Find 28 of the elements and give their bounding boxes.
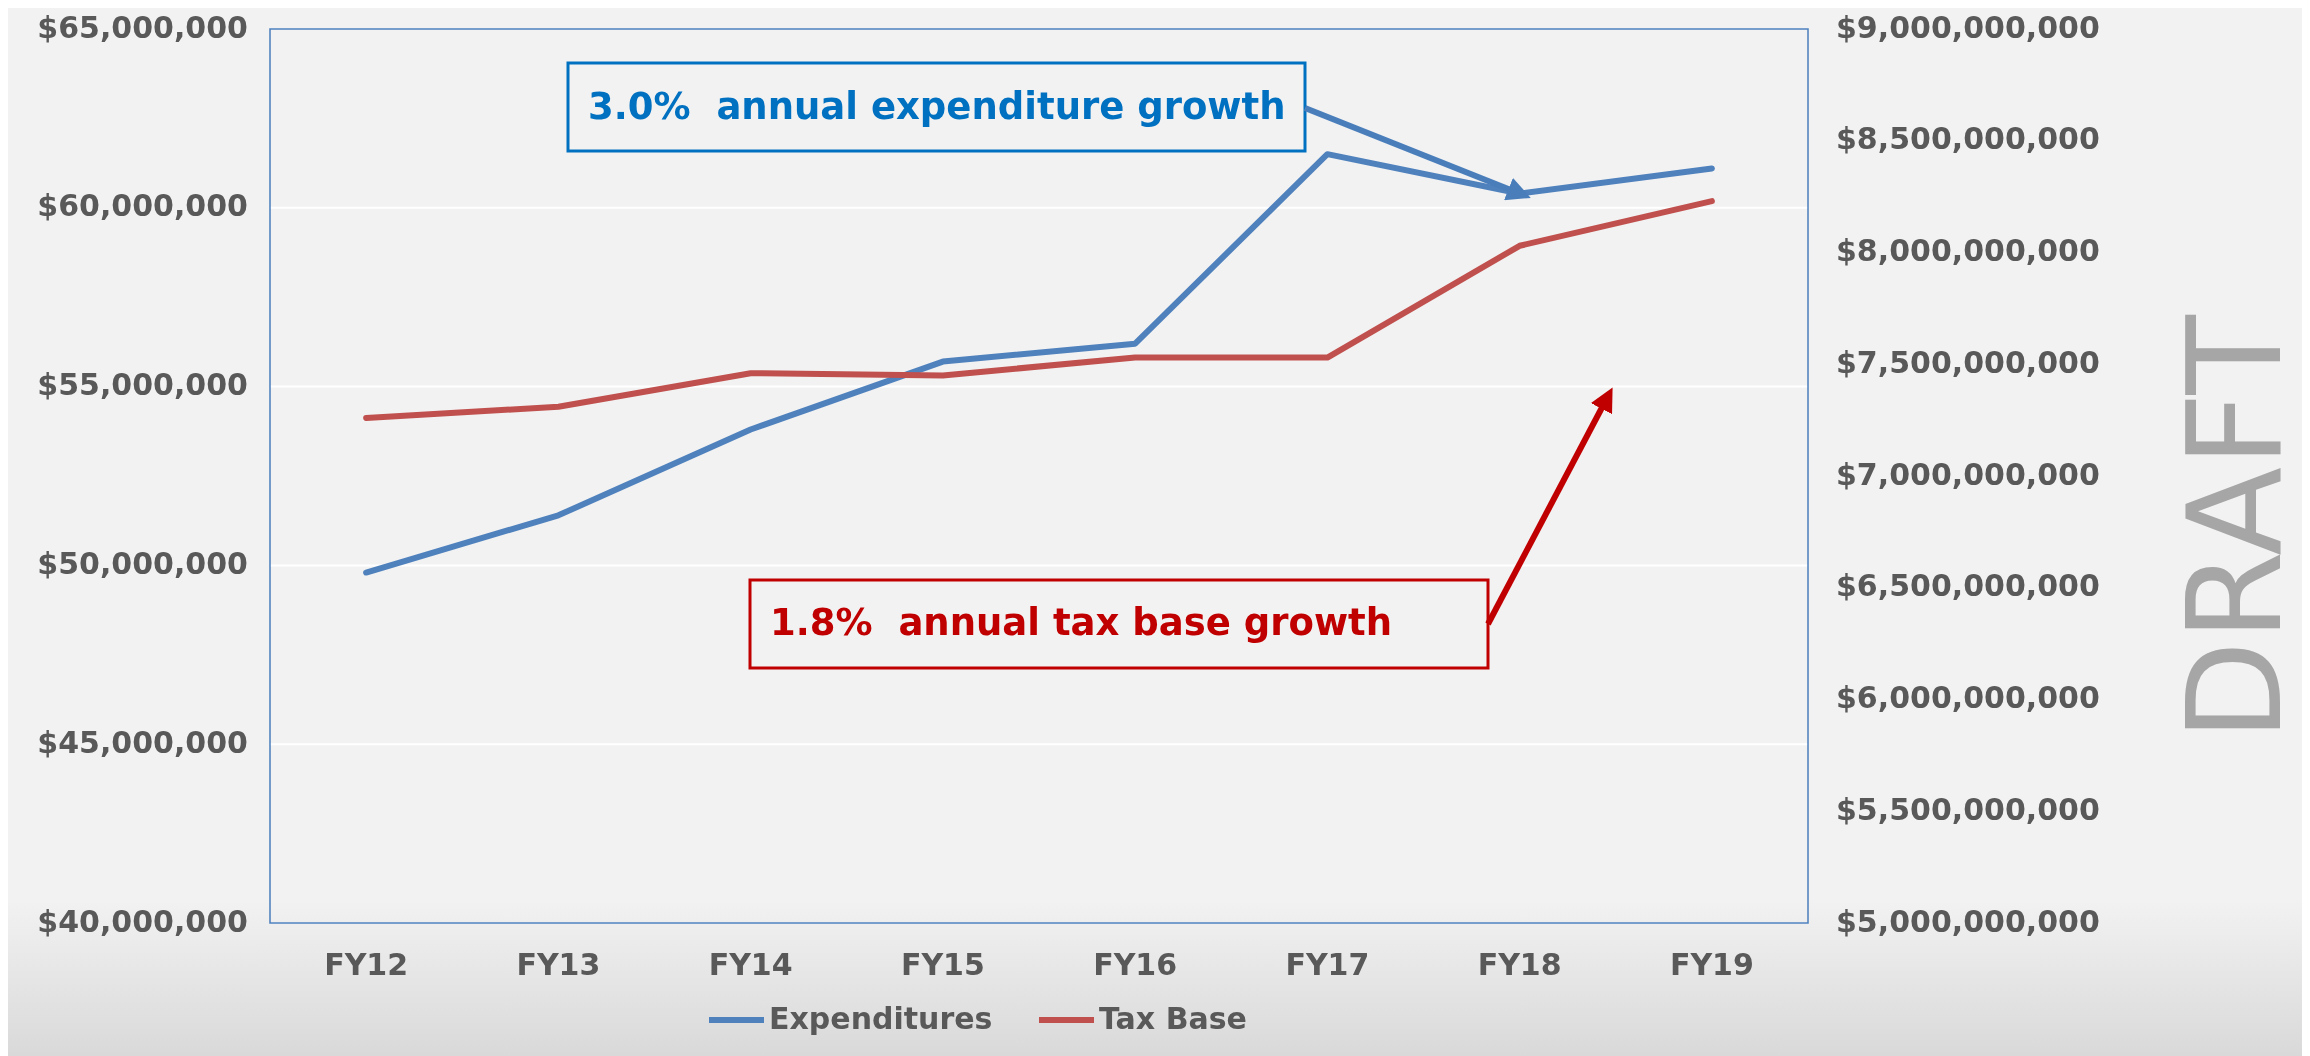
annotation: 1.8% annual tax base growth	[770, 600, 1393, 644]
y2-tick-label: $5,500,000,000	[1836, 791, 2100, 827]
y2-tick-label: $9,000,000,000	[1836, 9, 2100, 45]
x-tick-label: FY17	[1285, 946, 1370, 982]
x-tick-label: FY12	[324, 946, 409, 982]
y-tick-label: $60,000,000	[37, 188, 248, 224]
x-tick-label: FY14	[708, 946, 793, 982]
y-tick-label: $65,000,000	[37, 9, 248, 45]
y2-tick-label: $7,500,000,000	[1836, 344, 2100, 380]
y-tick-label: $40,000,000	[37, 903, 248, 939]
y-tick-label: $45,000,000	[37, 724, 248, 760]
y-tick-label: $55,000,000	[37, 367, 248, 403]
y-tick-label: $50,000,000	[37, 545, 248, 581]
annotation: 3.0% annual expenditure growth	[588, 84, 1286, 128]
text: DRAFT	[2159, 314, 2310, 741]
y2-tick-label: $7,000,000,000	[1836, 456, 2100, 492]
legend-label: Expenditures	[769, 1000, 993, 1036]
y2-tick-label: $6,000,000,000	[1836, 680, 2100, 715]
x-tick-label: FY19	[1669, 946, 1754, 982]
legend-label: Tax Base	[1099, 1000, 1247, 1036]
y2-tick-label: $8,500,000,000	[1836, 121, 2100, 157]
y2-tick-label: $5,000,000,000	[1836, 903, 2100, 939]
x-tick-label: FY16	[1093, 946, 1178, 982]
x-tick-label: FY18	[1477, 946, 1562, 982]
y2-tick-label: $6,500,000,000	[1836, 568, 2100, 604]
x-tick-label: FY15	[900, 946, 985, 982]
y2-tick-label: $8,000,000,000	[1836, 233, 2100, 268]
x-tick-label: FY13	[516, 946, 601, 982]
